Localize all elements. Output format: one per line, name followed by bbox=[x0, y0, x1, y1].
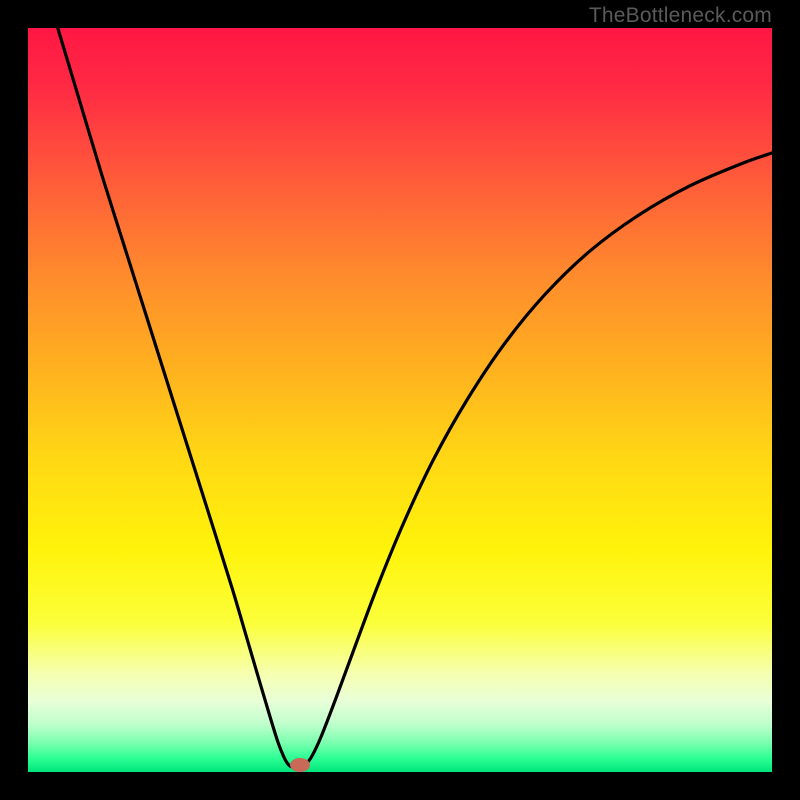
plot-area bbox=[28, 28, 772, 772]
plot-frame bbox=[0, 0, 800, 800]
curve-left-branch bbox=[58, 28, 296, 768]
optimal-point-marker bbox=[290, 758, 310, 772]
watermark-text: TheBottleneck.com bbox=[589, 4, 772, 28]
curve-right-branch bbox=[296, 153, 772, 768]
chart-curve-layer bbox=[28, 28, 772, 772]
